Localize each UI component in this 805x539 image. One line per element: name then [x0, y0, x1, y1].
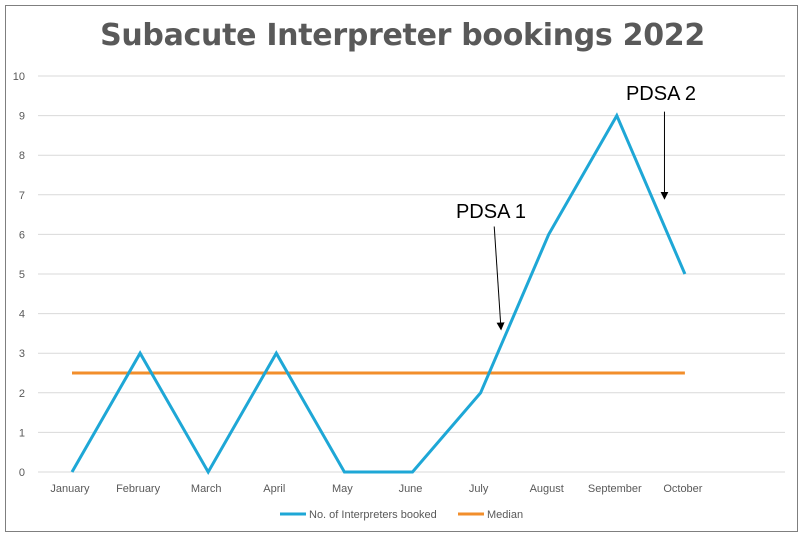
- legend-label: Median: [487, 509, 523, 521]
- x-tick-label: May: [332, 483, 353, 495]
- annotations: PDSA 1 PDSA 2: [456, 83, 696, 331]
- x-tick-label: February: [116, 483, 161, 495]
- y-tick-label: 9: [19, 111, 25, 123]
- chart-title: Subacute Interpreter bookings 2022: [100, 18, 705, 53]
- annotation-label: PDSA 1: [456, 201, 526, 223]
- y-tick-label: 1: [19, 427, 25, 439]
- x-tick-label: April: [263, 483, 285, 495]
- y-tick-label: 0: [19, 467, 25, 479]
- y-tick-label: 6: [19, 229, 25, 241]
- legend-label: No. of Interpreters booked: [309, 509, 437, 521]
- x-axis-ticks: January February March April May June July Augu…: [50, 483, 702, 495]
- x-tick-label: October: [663, 483, 702, 495]
- x-tick-label: March: [191, 483, 222, 495]
- x-tick-label: July: [469, 483, 489, 495]
- y-tick-label: 5: [19, 269, 25, 281]
- y-tick-label: 8: [19, 150, 25, 162]
- y-tick-label: 7: [19, 190, 25, 202]
- y-axis-ticks: 0 1 2 3 4 5 6 7 8 9 10: [13, 71, 25, 479]
- x-tick-label: August: [530, 483, 564, 495]
- y-tick-label: 10: [13, 71, 25, 83]
- annotation-arrow: [493, 226, 505, 331]
- legend: No. of Interpreters booked Median: [280, 509, 523, 521]
- x-tick-label: June: [399, 483, 423, 495]
- annotation-label: PDSA 2: [626, 83, 696, 105]
- series-lines: [70, 112, 687, 476]
- series-line-interpreters: [70, 112, 687, 476]
- y-tick-label: 2: [19, 388, 25, 400]
- y-tick-label: 3: [19, 348, 25, 360]
- y-tick-label: 4: [19, 309, 25, 321]
- x-tick-label: January: [50, 483, 90, 495]
- gridlines: [38, 75, 785, 473]
- x-tick-label: September: [588, 483, 642, 495]
- chart-frame: [5, 5, 798, 532]
